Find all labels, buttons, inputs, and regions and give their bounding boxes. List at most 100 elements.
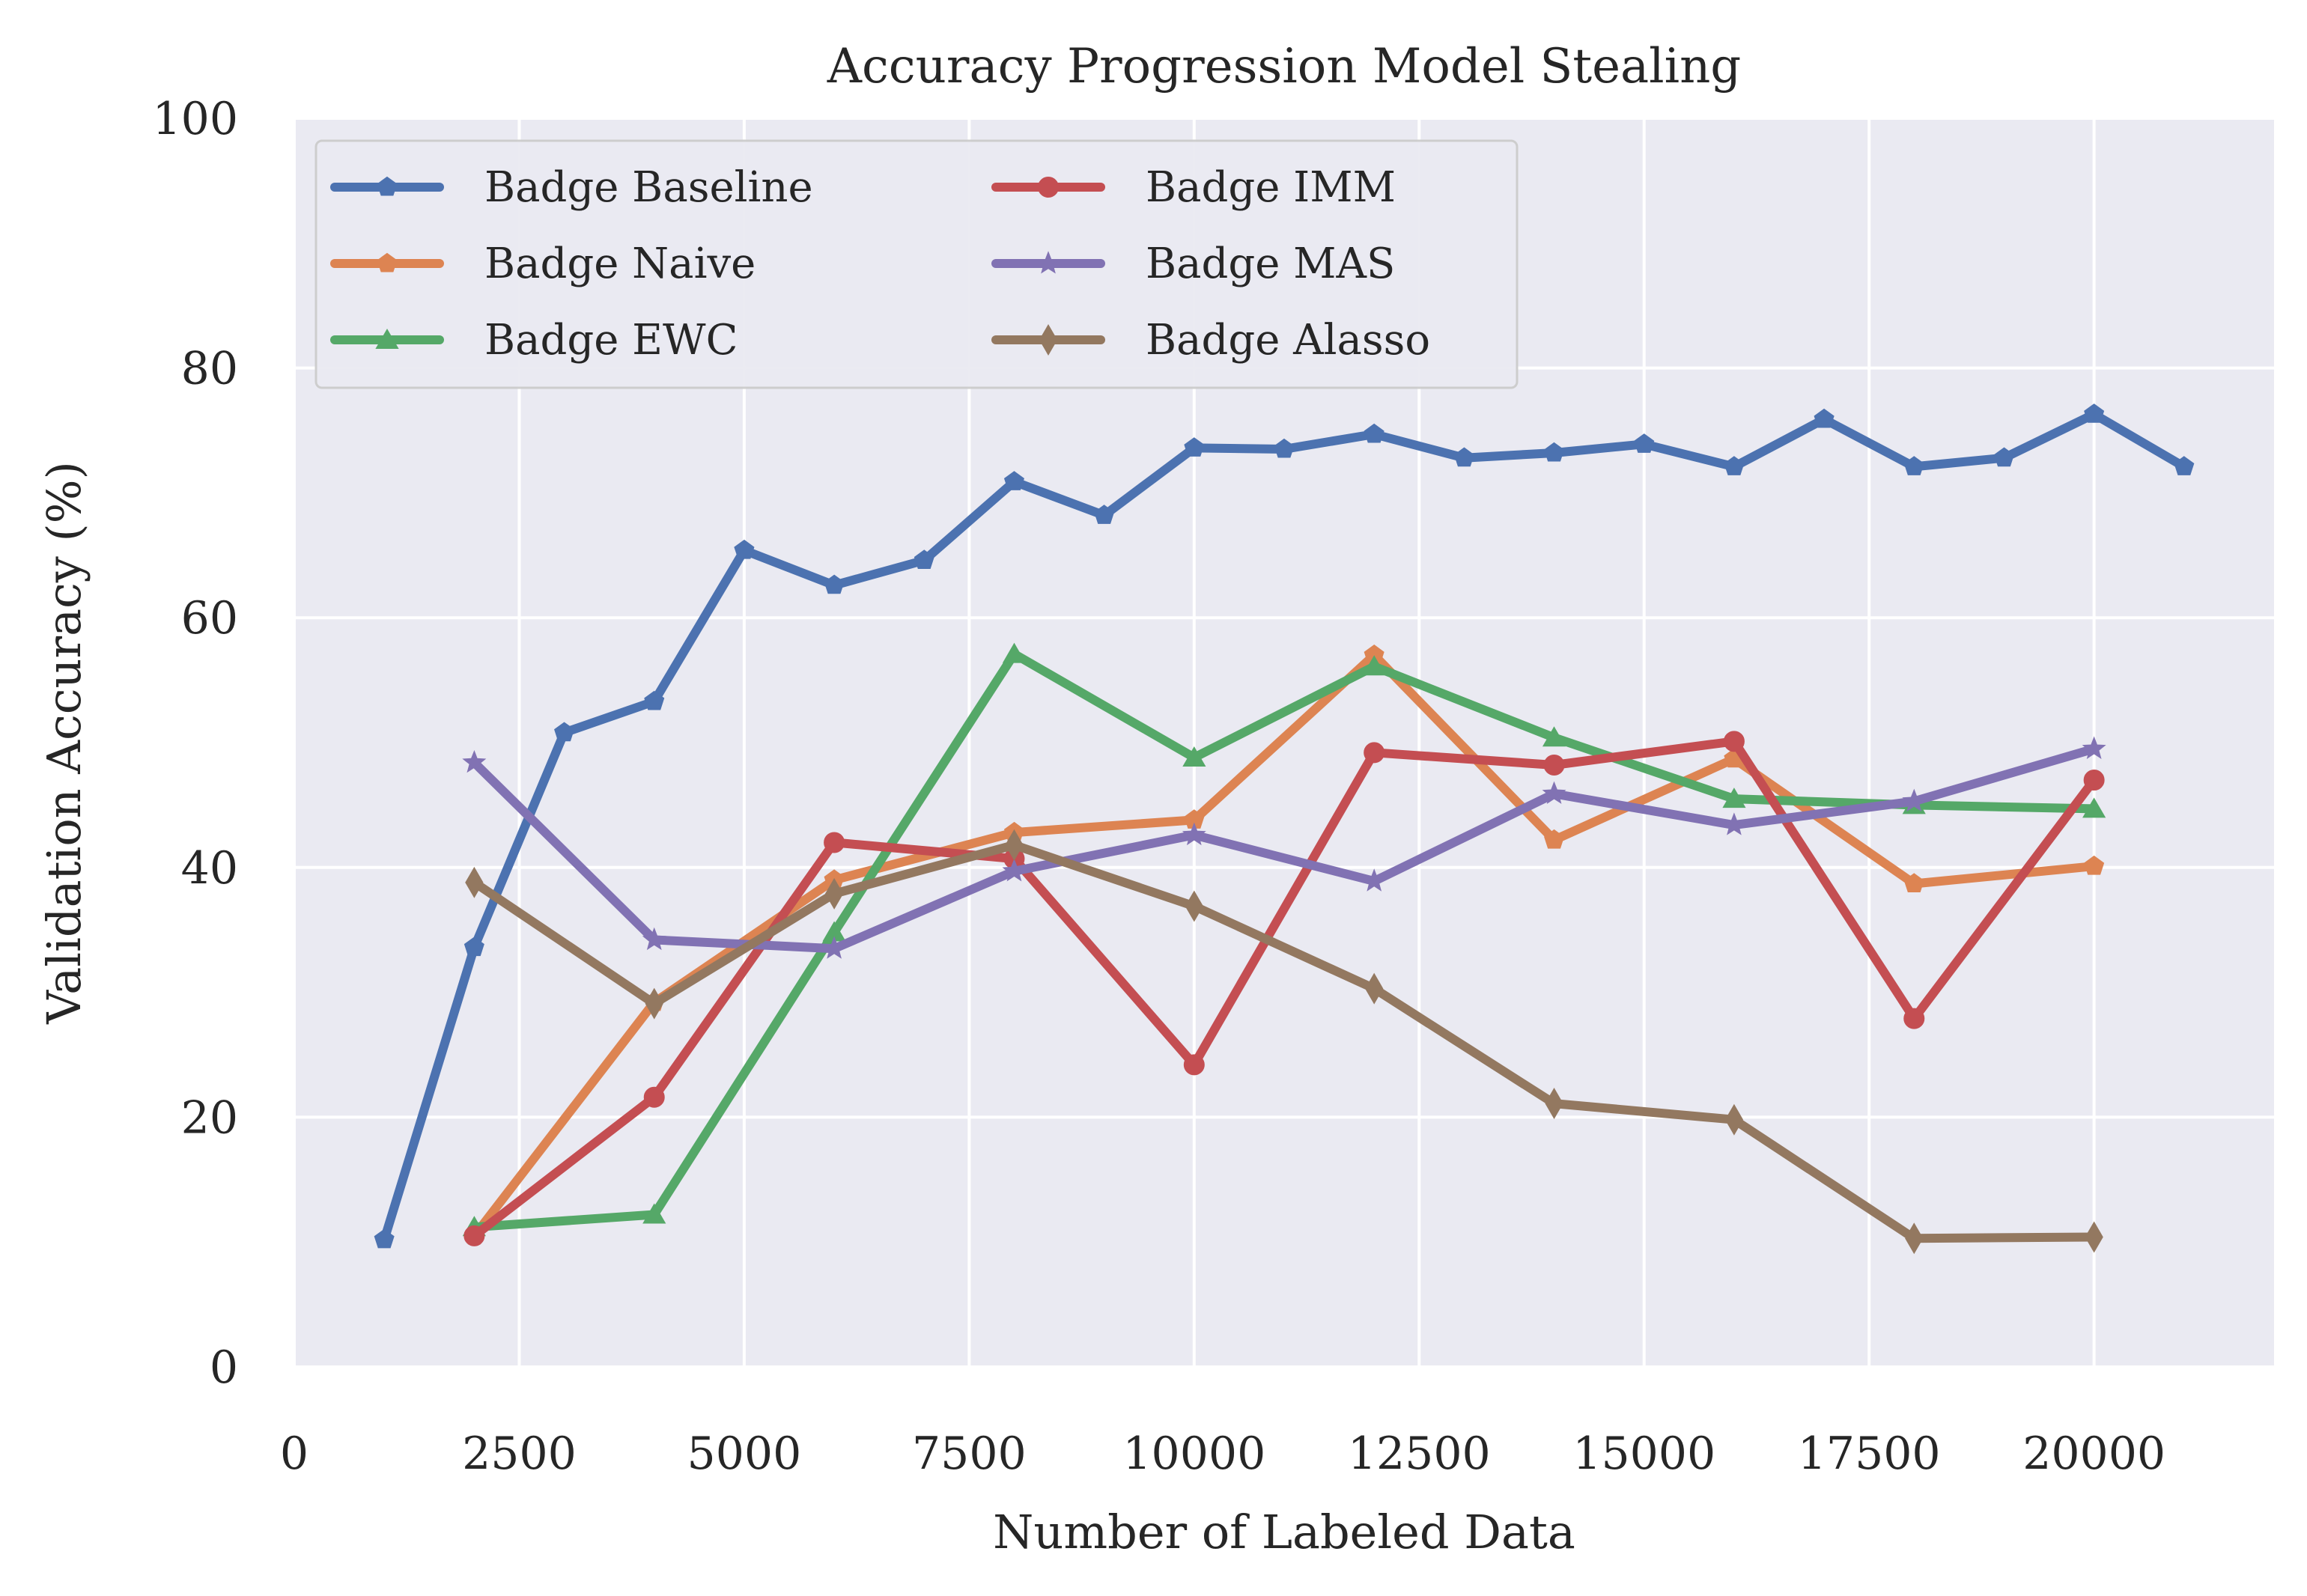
- data-point: [824, 574, 845, 594]
- series-line: [469, 737, 2099, 1240]
- data-point: [1634, 433, 1655, 453]
- y-tick-label: 0: [210, 1341, 238, 1394]
- data-point: [1993, 447, 2014, 467]
- data-point: [914, 549, 934, 569]
- data-point: [2082, 797, 2106, 818]
- data-point: [824, 832, 845, 853]
- y-axis-title: Validation Accuracy (%): [37, 461, 91, 1025]
- legend-label: Badge EWC: [484, 316, 738, 365]
- data-point: [1364, 423, 1384, 443]
- legend-marker: [377, 252, 398, 272]
- data-point: [1184, 437, 1205, 457]
- series-badge-baseline: [374, 403, 2195, 1249]
- data-point: [1002, 859, 1027, 882]
- legend-marker: [377, 176, 398, 196]
- data-point: [1902, 788, 1927, 811]
- data-point: [1545, 1088, 1563, 1120]
- data-point: [463, 936, 484, 957]
- data-point: [1903, 873, 1924, 892]
- legend-label: Badge Alasso: [1146, 316, 1430, 365]
- data-point: [645, 987, 663, 1020]
- data-point: [1724, 1103, 1744, 1136]
- data-point: [1543, 755, 1565, 776]
- data-point: [1274, 438, 1295, 458]
- legend-label: Badge IMM: [1146, 163, 1396, 212]
- data-point: [1364, 742, 1385, 764]
- data-point: [1542, 781, 1566, 804]
- x-tick-label: 5000: [687, 1428, 802, 1480]
- data-point: [2085, 1221, 2103, 1253]
- y-tick-label: 20: [181, 1091, 238, 1144]
- y-tick-label: 40: [181, 842, 238, 895]
- x-tick-label: 0: [280, 1428, 308, 1480]
- data-point: [1094, 505, 1115, 524]
- x-tick-label: 7500: [912, 1428, 1027, 1480]
- data-point: [2084, 855, 2105, 875]
- data-point: [2084, 403, 2105, 423]
- legend-marker: [1036, 251, 1060, 274]
- data-point: [1544, 442, 1565, 462]
- legend-marker: [1038, 177, 1059, 198]
- legend-item: Badge IMM: [991, 163, 1396, 212]
- data-point: [1453, 447, 1474, 467]
- data-point: [2174, 456, 2195, 475]
- legend-item: Badge MAS: [991, 240, 1395, 288]
- data-point: [1005, 829, 1024, 861]
- data-point: [1362, 868, 1387, 892]
- data-point: [462, 749, 487, 773]
- data-point: [1003, 471, 1024, 490]
- data-point: [1544, 829, 1565, 849]
- legend-box: [314, 139, 1519, 389]
- legend-item: Badge Alasso: [991, 316, 1430, 365]
- data-point: [374, 1228, 395, 1249]
- data-point: [1724, 456, 1745, 475]
- series-line: [469, 840, 2099, 1243]
- data-point: [1903, 456, 1924, 475]
- legend-item: Badge Baseline: [330, 163, 813, 212]
- chart-title: Accuracy Progression Model Stealing: [827, 39, 1742, 94]
- data-point: [463, 1225, 485, 1246]
- x-tick-label: 10000: [1122, 1428, 1265, 1480]
- data-point: [642, 927, 666, 951]
- data-point: [1002, 642, 1027, 663]
- y-tick-labels: 0 20 40 60 80 100: [152, 93, 238, 1394]
- data-point: [1182, 822, 1206, 846]
- legend-marker: [1039, 324, 1058, 356]
- data-point: [2083, 770, 2105, 791]
- legend-item: Badge Naive: [330, 240, 756, 288]
- series-badge-alasso: [465, 829, 2103, 1255]
- x-tick-label: 2500: [462, 1428, 577, 1480]
- data-point: [1183, 1054, 1205, 1076]
- data-point: [644, 690, 665, 710]
- y-tick-label: 100: [152, 93, 238, 145]
- series-badge-imm: [463, 731, 2105, 1246]
- legend-marker: [375, 329, 399, 349]
- series-line: [469, 649, 2099, 1232]
- data-point: [1721, 812, 1746, 835]
- data-point: [734, 539, 755, 559]
- data-point: [822, 936, 847, 959]
- data-point: [1185, 890, 1203, 922]
- data-point: [642, 1203, 666, 1224]
- y-tick-label: 80: [181, 343, 238, 395]
- data-point: [1722, 788, 1746, 808]
- data-point: [1723, 731, 1745, 752]
- legend-label: Badge Baseline: [484, 163, 813, 212]
- x-tick-label: 17500: [1798, 1428, 1941, 1480]
- legend-label: Badge MAS: [1146, 240, 1395, 288]
- legend: Badge Baseline Badge Naive Badge EWC Badge …: [314, 139, 1519, 389]
- data-point: [1362, 655, 1386, 676]
- legend-item: Badge EWC: [330, 316, 738, 365]
- data-point: [824, 877, 844, 910]
- x-tick-label: 15000: [1572, 1428, 1715, 1480]
- data-point: [643, 1086, 665, 1108]
- y-tick-label: 60: [181, 592, 238, 645]
- x-tick-labels: 0 2500 5000 7500 10000 12500 15000 17500 20000: [280, 1428, 2165, 1480]
- legend-label: Badge Naive: [484, 240, 756, 288]
- data-point: [1182, 746, 1206, 767]
- data-point: [1542, 726, 1566, 747]
- data-point: [465, 866, 484, 898]
- data-point: [1903, 1008, 1925, 1029]
- data-point: [554, 722, 575, 742]
